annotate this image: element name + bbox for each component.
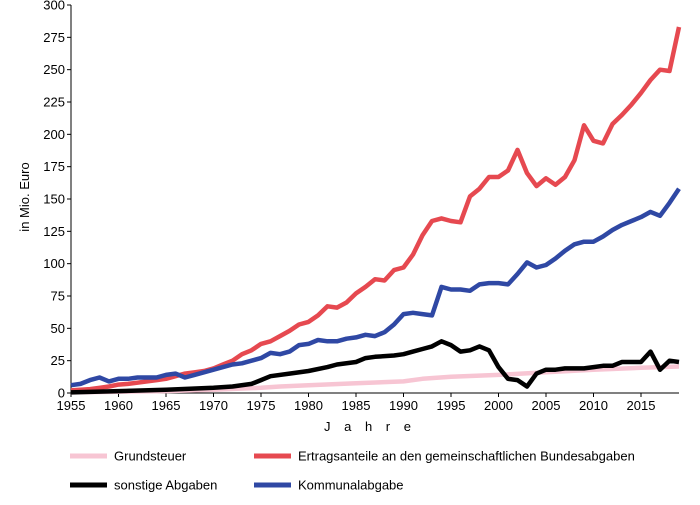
x-tick-label: 2015 [627,398,656,413]
x-tick-label: 1970 [199,398,228,413]
series-line-2 [70,26,682,393]
x-tick-label: 1995 [437,398,466,413]
y-tick-label: 200 [43,127,65,142]
x-tick-labels: 1955 1960 1965 1970 1975 1980 1985 1990 1995 2000… [57,393,656,413]
x-tick-label: 1975 [247,398,276,413]
legend-label-2: Ertragsanteile an den gemeinschaftlichen… [298,449,635,464]
series-line-3 [70,339,680,395]
y-tick-label: 225 [43,95,65,110]
y-tick-label: 175 [43,159,65,174]
x-tick-label: 2000 [484,398,513,413]
x-tick-label: 1985 [342,398,371,413]
y-tick-label: 25 [51,353,65,368]
legend-label-4: Kommunalabgabe [298,478,404,493]
y-tick-labels: 0 25 50 75 100 125 150 175 200 225 250 275 300 [43,0,71,401]
y-tick-label: 300 [43,0,65,13]
x-tick-label: 2010 [579,398,608,413]
x-tick-label: 1960 [104,398,133,413]
y-tick-label: 100 [43,256,65,271]
y-tick-label: 75 [51,289,65,304]
legend-label-3: sonstige Abgaben [114,478,217,493]
x-tick-label: 2005 [532,398,561,413]
y-tick-label: 50 [51,321,65,336]
series-line-4 [70,187,681,388]
x-axis-title: J a h r e [324,419,416,434]
y-tick-label: 125 [43,224,65,239]
x-tick-label: 1990 [389,398,418,413]
series-lines [70,26,682,395]
y-tick-label: 150 [43,192,65,207]
x-tick-label: 1965 [152,398,181,413]
y-tick-label: 275 [43,30,65,45]
legend: Grundsteuer Ertragsanteile an den gemeins… [70,449,635,493]
y-axis-title: in Mio. Euro [17,162,32,231]
y-tick-label: 250 [43,62,65,77]
y-tick-label: 0 [58,386,65,401]
x-tick-label: 1955 [57,398,86,413]
legend-label-1: Grundsteuer [114,449,187,464]
x-tick-label: 1980 [294,398,323,413]
